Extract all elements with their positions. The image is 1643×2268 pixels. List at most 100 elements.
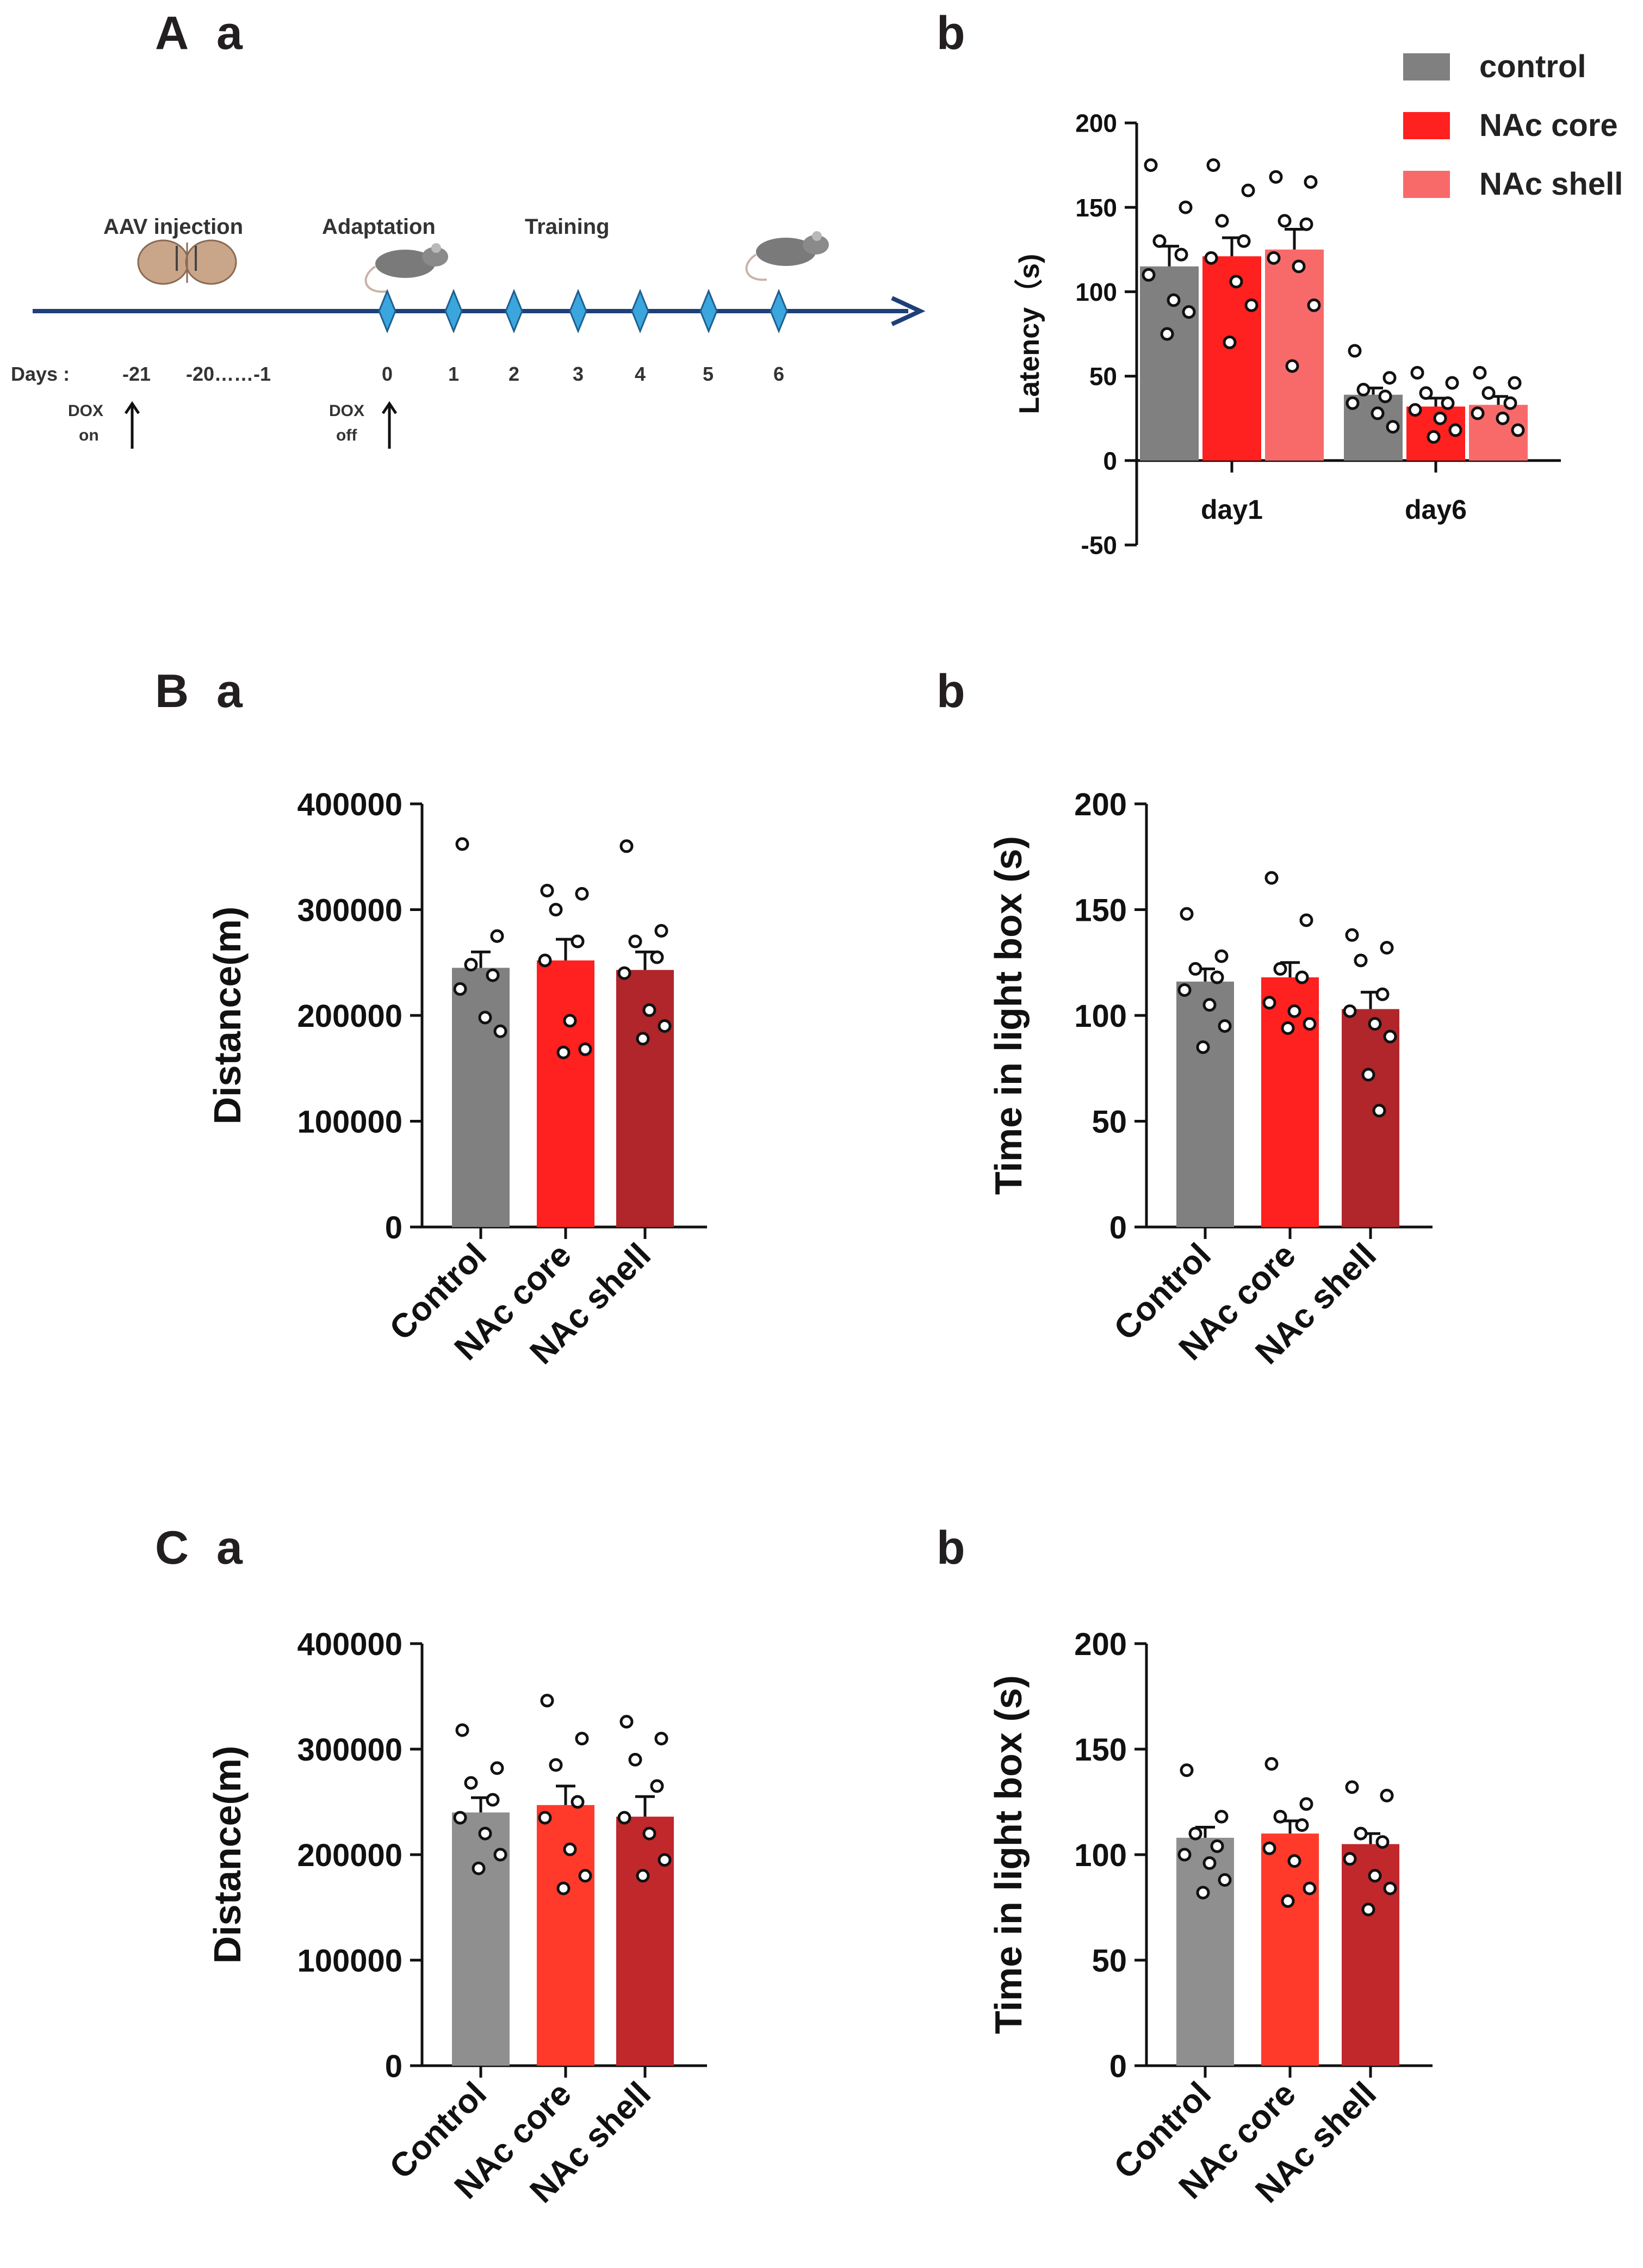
bar-1-point-2	[549, 1758, 563, 1772]
dox-off-line1: DOX	[329, 402, 364, 420]
series-0-group-0-point-6	[1182, 305, 1196, 319]
bar-2-point-3	[1375, 987, 1390, 1001]
bar-1-point-2	[549, 903, 563, 916]
bar-1	[1261, 1833, 1319, 2066]
bar-1-point-5	[1287, 1004, 1301, 1018]
bar-2-point-5	[1368, 1017, 1382, 1031]
y-tick-label-0: 0	[1109, 1210, 1127, 1245]
dox-on-line1: DOX	[68, 402, 103, 420]
bar-2-point-2	[628, 934, 642, 949]
bar-2-point-0	[619, 839, 634, 853]
bar-1-point-3	[571, 1795, 585, 1809]
bar-2-point-5	[642, 1826, 656, 1841]
series-2-group-0-point-6	[1307, 298, 1321, 312]
legend-label-control: control	[1479, 49, 1586, 84]
y-tick-label-1: 100000	[297, 1943, 402, 1979]
bar-0-point-2	[1188, 1826, 1202, 1841]
panel-sub-Aa: a	[216, 7, 243, 59]
series-0-group-1-point-2	[1356, 382, 1371, 396]
bar-0-point-6	[1218, 1873, 1232, 1887]
bar-2-point-7	[1361, 1068, 1375, 1082]
bar-2-point-1	[1380, 1788, 1394, 1802]
bar-2-point-8	[1372, 1104, 1386, 1118]
bar-0-point-5	[478, 1011, 492, 1025]
bar-0	[452, 968, 510, 1227]
bar-0-point-0	[1180, 907, 1194, 921]
series-0-group-0-point-4	[1142, 268, 1156, 282]
legend-label-core: NAc core	[1479, 108, 1618, 143]
x-category-label-0: day1	[1201, 494, 1263, 525]
series-1-group-1-point-0	[1410, 365, 1424, 380]
timeline: AAV injection Adaptation Training Days :…	[11, 215, 926, 449]
panel-letter-A: A	[155, 7, 189, 59]
y-tick-label-0: 0	[385, 2049, 402, 2084]
dox-off-line2: off	[336, 426, 357, 444]
bar-1-point-1	[575, 1732, 589, 1746]
timeline-marker-1	[444, 289, 463, 333]
bar-2-point-3	[1375, 1835, 1390, 1849]
series-2-group-1-point-4	[1471, 406, 1485, 420]
timeline-marker-4	[631, 289, 649, 333]
series-0-group-1-point-1	[1382, 371, 1397, 385]
bar-2-point-0	[1345, 928, 1359, 942]
bar-2-point-2	[628, 1752, 642, 1767]
y-tick-label-1: 50	[1092, 1943, 1127, 1979]
bar-0-point-0	[455, 1723, 469, 1737]
bar-2-point-7	[636, 1032, 650, 1046]
bar-0-point-0	[455, 837, 469, 851]
timeline-label-adaptation: Adaptation	[322, 215, 436, 239]
panel-sub-Ca: a	[216, 1522, 243, 1574]
bar-1-point-7	[556, 1045, 571, 1059]
bar-2-point-6	[1383, 1030, 1397, 1044]
legend-label-shell: NAc shell	[1479, 166, 1623, 202]
bar-1-point-1	[1299, 913, 1313, 927]
series-0-group-1-point-5	[1371, 406, 1385, 420]
bar-0-point-6	[493, 1024, 507, 1038]
bar-0-point-7	[1196, 1040, 1210, 1054]
bar-2	[1342, 1009, 1399, 1227]
series-0-group-0-point-2	[1152, 234, 1167, 248]
bar-0-point-4	[453, 982, 467, 996]
series-0-group-1-point-3	[1378, 389, 1392, 404]
bar-0-point-4	[453, 1811, 467, 1825]
bar-0-point-3	[1210, 970, 1224, 984]
bar-2-point-2	[1354, 1826, 1368, 1841]
mouse-icon	[364, 243, 448, 293]
y-tick-label-3: 100	[1075, 278, 1117, 306]
timeline-label-aav: AAV injection	[103, 215, 243, 239]
bar-1-point-4	[538, 1811, 552, 1825]
bar-0-point-5	[1202, 998, 1217, 1012]
chart-distance-b: 0100000200000300000400000Distance(m)Cont…	[206, 787, 707, 1372]
dox-on-arrow-icon	[124, 401, 140, 449]
bar-1-point-0	[540, 1694, 554, 1708]
series-2-group-0-point-0	[1269, 170, 1283, 184]
bar-0-point-3	[1210, 1839, 1224, 1853]
bar-0-point-2	[1188, 962, 1202, 976]
bar-0-point-1	[1214, 1810, 1229, 1824]
series-2-group-0-point-7	[1285, 359, 1299, 373]
timeline-marker-5	[699, 289, 718, 333]
bar-0-point-6	[493, 1848, 507, 1862]
y-axis-title: Time in light box (s)	[987, 1675, 1030, 2034]
bar-2-point-0	[619, 1715, 634, 1729]
series-1-group-1-point-1	[1445, 376, 1459, 390]
timeline-arrow-icon	[891, 296, 926, 326]
bar-0-point-7	[472, 1861, 486, 1875]
bar-1-point-3	[571, 934, 585, 949]
timeline-day-2: 2	[509, 363, 519, 385]
series-0-group-0-point-7	[1160, 327, 1174, 341]
y-tick-label-4: 200	[1074, 1627, 1127, 1662]
bar-1-point-5	[563, 1014, 577, 1028]
timeline-day-1: 1	[448, 363, 459, 385]
bar-1	[537, 960, 594, 1227]
series-2-group-1-point-1	[1508, 376, 1522, 390]
y-tick-label-2: 100	[1074, 1838, 1127, 1873]
bar-1-point-6	[1303, 1017, 1317, 1031]
bar-1-point-6	[1303, 1881, 1317, 1895]
y-tick-label-5: 200	[1075, 109, 1117, 138]
bar-2-point-1	[1380, 941, 1394, 955]
panel-letter-C: C	[155, 1522, 189, 1574]
dox-on-line2: on	[79, 426, 99, 444]
bar-0-point-3	[486, 1793, 500, 1807]
